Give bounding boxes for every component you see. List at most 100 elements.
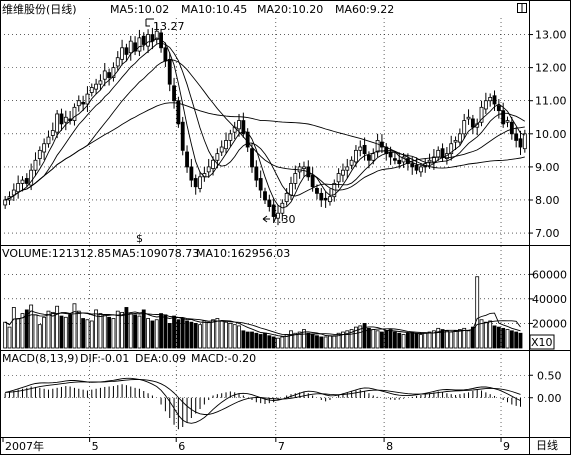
candle-down <box>250 148 254 168</box>
candle-down <box>501 110 506 125</box>
candle-up <box>354 149 358 163</box>
volume-bar <box>202 320 207 349</box>
candle-up <box>488 97 493 102</box>
volume-bar <box>167 323 172 349</box>
volume-bar <box>159 313 163 349</box>
candle-up <box>449 143 454 155</box>
candle-down <box>470 118 475 128</box>
volume-bar <box>124 307 129 349</box>
candle-down <box>509 121 514 135</box>
volume-bar <box>315 335 319 349</box>
period-label: 日线 <box>536 438 558 452</box>
volume-bar <box>172 315 176 349</box>
volume-bar <box>302 329 306 349</box>
candle-up <box>219 146 224 153</box>
volume-bar <box>46 310 51 349</box>
month-label: 8 <box>386 440 393 453</box>
volume-bar <box>241 330 246 349</box>
volume-bar <box>141 309 146 349</box>
candle-down <box>393 158 397 161</box>
candle-up <box>72 106 77 121</box>
candle-up <box>336 173 341 183</box>
candle-up <box>284 192 289 203</box>
volume-bar <box>81 318 86 349</box>
volume-bar <box>215 318 220 349</box>
candle-up <box>276 212 280 219</box>
window-toggle-icon[interactable] <box>517 3 527 13</box>
volume-bar <box>423 332 428 349</box>
candle-down <box>397 159 402 164</box>
macd-tick-label: 0.50 <box>537 369 562 382</box>
candle-up <box>89 87 94 93</box>
month-label: 7 <box>278 440 285 453</box>
volume-bar <box>349 329 354 349</box>
candle-up <box>479 106 484 123</box>
candle-up <box>85 93 90 105</box>
volume-bar <box>457 329 462 349</box>
volume-bar <box>332 335 337 349</box>
low-value-label: 7.30 <box>271 213 296 226</box>
ma10-label: MA10:10.45 <box>181 3 247 16</box>
candle-up <box>436 149 441 158</box>
price-tick-label: 11.00 <box>535 95 567 108</box>
ma20-line <box>5 59 525 201</box>
candle-up <box>42 143 47 153</box>
candle-up <box>211 159 215 169</box>
candle-up <box>237 120 241 130</box>
candle-up <box>76 100 81 107</box>
candle-up <box>11 189 16 196</box>
volume-bar <box>98 313 103 349</box>
volume-bar <box>254 332 259 349</box>
candle-up <box>55 113 60 133</box>
volume-bar <box>358 325 363 349</box>
volume-bar <box>444 330 449 349</box>
candle-down <box>492 95 497 105</box>
volume-bar <box>440 329 445 349</box>
volume-bar <box>479 319 484 349</box>
candle-up <box>206 166 211 173</box>
volume-bar <box>245 331 250 349</box>
volume-bar <box>306 332 311 349</box>
volume-bar <box>297 331 302 349</box>
volume-bar <box>319 336 324 349</box>
month-label: 2007年 <box>5 439 44 453</box>
volume-bar <box>219 320 224 349</box>
volume-bar <box>431 330 436 349</box>
candle-down <box>254 166 259 181</box>
candle-down <box>440 148 445 158</box>
candle-up <box>427 159 432 163</box>
volume-bar <box>501 327 506 349</box>
candle-down <box>193 178 198 188</box>
volume-bar <box>206 321 211 349</box>
volume-bar <box>462 327 467 349</box>
candle-down <box>176 100 181 125</box>
candle-down <box>133 42 137 52</box>
candle-up <box>128 40 133 54</box>
candle-up <box>349 159 354 166</box>
volume-bar <box>111 318 116 349</box>
candle-up <box>293 173 298 184</box>
volume-bar <box>232 324 237 349</box>
volume-bar <box>163 314 168 349</box>
volume-bar <box>20 313 25 349</box>
month-label: 5 <box>92 440 99 453</box>
candle-up <box>102 70 107 80</box>
volume-bar <box>436 327 441 349</box>
volume-bar <box>115 310 120 349</box>
volume-bar <box>371 329 376 349</box>
candle-up <box>418 166 423 173</box>
macd-dif-label: DIF:-0.01 <box>80 352 129 365</box>
volume-bar <box>470 326 475 349</box>
volume-bar <box>59 315 64 349</box>
candle-up <box>3 199 8 206</box>
volume-bar <box>85 319 90 349</box>
price-tick-label: 13.00 <box>535 29 567 42</box>
candle-up <box>375 140 380 153</box>
candle-down <box>319 192 324 201</box>
volume-bar <box>128 313 133 349</box>
volume-bar <box>267 335 272 349</box>
candle-up <box>94 83 99 90</box>
candle-down <box>518 138 523 148</box>
candle-up <box>198 176 202 189</box>
volume-tick-label: 20000 <box>532 317 567 330</box>
